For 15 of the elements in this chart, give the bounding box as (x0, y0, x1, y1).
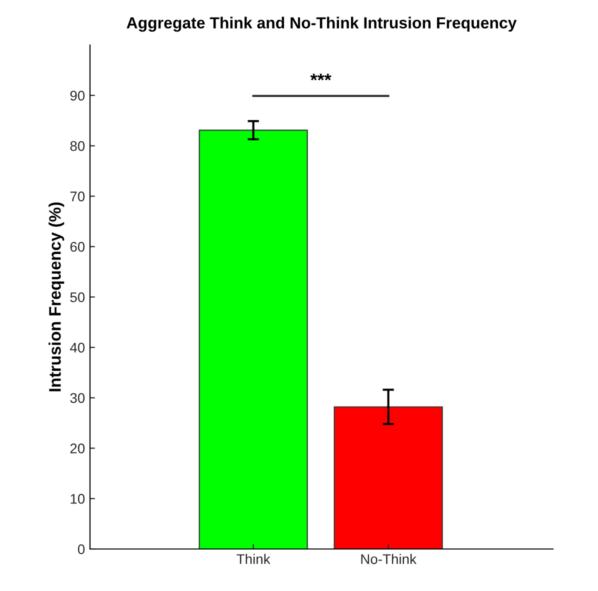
y-tick-label: 20 (70, 444, 85, 454)
y-tick-label: 60 (70, 242, 85, 252)
annotation: *** (310, 74, 332, 80)
x-tick-label: No-Think (361, 554, 417, 564)
chart-title: Aggregate Think and No-Think Intrusion Frequency (126, 16, 517, 32)
y-tick-label: 40 (70, 342, 85, 353)
y-tick-label: 80 (70, 141, 85, 151)
y-tick-label: 30 (70, 393, 85, 403)
y-tick-label: 50 (70, 292, 85, 302)
y-tick-label: 0 (78, 544, 85, 554)
x-tick-label: Think (236, 554, 270, 564)
y-tick-label: 70 (70, 192, 85, 202)
y-tick-label: 10 (70, 494, 85, 504)
y-axis-title: Intrusion Frequency (%) (48, 202, 64, 392)
y-tick-label: 90 (70, 90, 85, 101)
